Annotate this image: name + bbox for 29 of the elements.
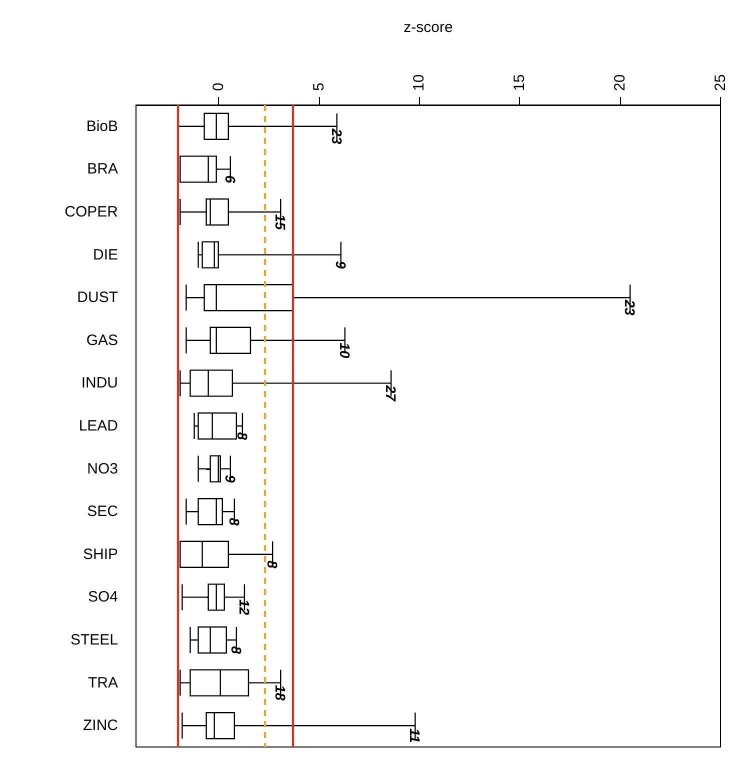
annotation: 18 <box>272 685 289 701</box>
x-tick-label: 25 <box>712 74 729 91</box>
annotation: 15 <box>272 214 289 230</box>
x-tick-label: 10 <box>410 74 428 91</box>
y-tick-label: DUST <box>77 289 118 306</box>
x-tick-label: 5 <box>310 82 328 91</box>
y-tick-label: SEC <box>87 503 118 520</box>
annotation: 23 <box>622 298 638 316</box>
x-tick-label: 15 <box>511 74 528 91</box>
x-tick-label: 20 <box>612 74 629 91</box>
y-tick-label: SO4 <box>88 588 118 606</box>
y-tick-label: COPER <box>64 204 118 220</box>
y-tick-label: GAS <box>86 332 118 349</box>
y-tick-label: ZINC <box>83 717 118 734</box>
x-axis-title: z-score <box>404 19 453 36</box>
x-tick-label: 0 <box>210 82 227 91</box>
annotation: 12 <box>236 599 252 616</box>
annotation: 27 <box>383 384 400 402</box>
annotation: 11 <box>407 728 424 744</box>
y-tick-label: DIE <box>92 246 118 264</box>
y-tick-label: NO3 <box>87 460 118 478</box>
y-tick-label: TRA <box>88 674 118 692</box>
y-tick-label: INDU <box>81 374 118 392</box>
y-tick-label: LEAD <box>78 418 118 434</box>
y-tick-label: BRA <box>87 160 118 178</box>
y-tick-label: STEEL <box>70 632 118 648</box>
y-tick-label: BioB <box>86 118 118 135</box>
y-tick-label: SHIP <box>82 546 118 563</box>
annotation: 23 <box>328 128 345 144</box>
